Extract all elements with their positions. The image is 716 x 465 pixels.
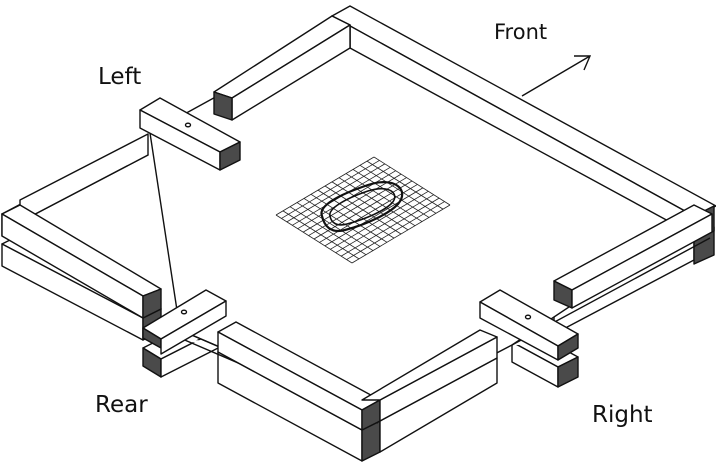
rear-right-upper-rail-face [361,329,498,401]
right-upper-rail-face [571,213,713,309]
track-loop-outer [320,181,404,233]
front-arrow-shaft [521,55,591,97]
grid-line [359,164,437,214]
left-block-pin [184,122,192,128]
grid-line [324,187,424,247]
grid-line [373,156,451,206]
grid-line [330,190,429,250]
rear-left-block-side [160,300,227,355]
label-front: Front [494,20,547,44]
upper-rails [1,5,716,431]
track-loop-inner [329,187,396,226]
grid-line [352,169,430,218]
right-block-pin [524,314,532,320]
grid-line [338,177,416,227]
track-loop [320,181,404,233]
label-rear: Rear [95,392,148,418]
back-left-rail-end [213,91,233,121]
right-lower-block-end [557,356,579,388]
left-front-rail-end [142,288,162,319]
grid-line [340,197,440,257]
right-block-end [557,333,579,361]
left-upper-rail-inner [19,133,149,223]
grid-line [351,204,451,264]
grid-line [366,160,444,210]
label-left: Left [98,64,141,90]
rear-left-block-pin [180,309,188,315]
grid-line [331,181,409,231]
left-block-end [219,141,241,171]
cross-blocks [139,97,579,361]
grid-line [335,194,434,254]
front-arrow [521,55,592,97]
front-arrow-head [574,55,592,71]
grid-line [345,173,423,222]
grid-line [346,201,445,260]
label-right: Right [592,402,653,428]
